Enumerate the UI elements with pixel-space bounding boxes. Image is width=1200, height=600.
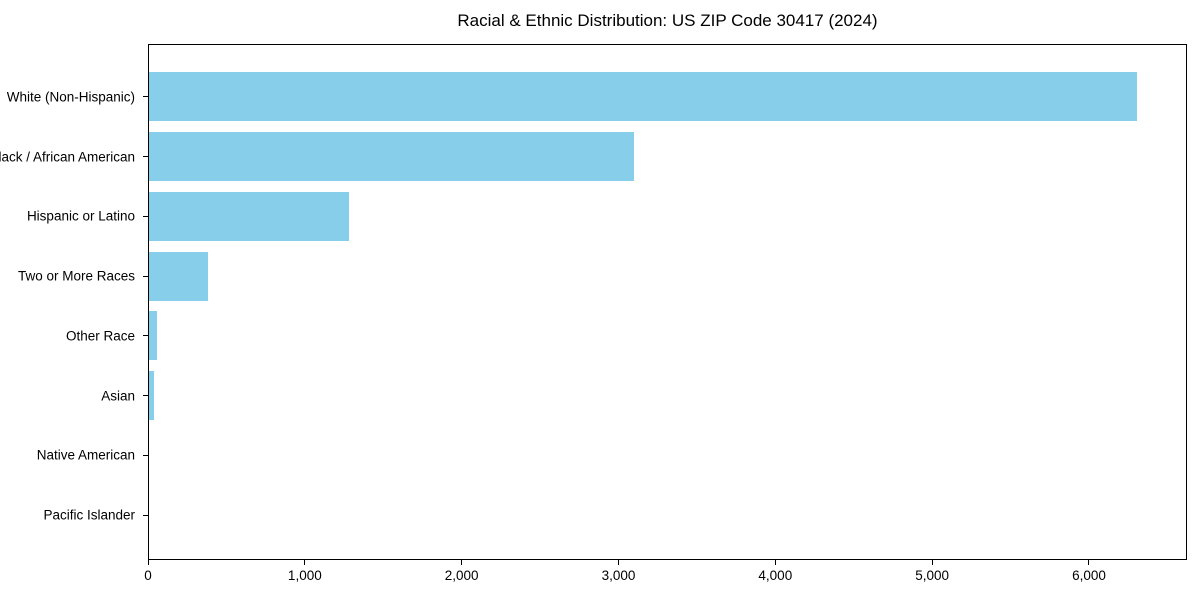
y-tick-label: Other Race xyxy=(65,328,135,344)
y-tick-label: Native American xyxy=(36,447,135,463)
plot-area xyxy=(148,44,1187,560)
y-tick-label: Hispanic or Latino xyxy=(26,208,135,224)
x-tick-mark xyxy=(617,560,619,565)
y-tick-mark xyxy=(143,96,148,98)
x-tick-mark xyxy=(147,560,149,565)
bar-rows xyxy=(149,45,1186,559)
y-tick-label: Pacific Islander xyxy=(43,507,135,523)
chart-title: Racial & Ethnic Distribution: US ZIP Cod… xyxy=(457,11,878,30)
x-tick-label: 4,000 xyxy=(758,568,793,583)
bar-row xyxy=(149,366,1186,426)
y-tick-mark xyxy=(143,215,148,217)
bar-row xyxy=(149,127,1186,187)
bar-row xyxy=(149,67,1186,127)
x-tick-label: 3,000 xyxy=(601,568,636,583)
x-tick-mark xyxy=(774,560,776,565)
y-tick-label: Two or More Races xyxy=(17,268,135,284)
x-tick-label: 1,000 xyxy=(287,568,322,583)
x-tick-mark xyxy=(304,560,306,565)
bar xyxy=(149,311,157,361)
x-tick-mark xyxy=(1088,560,1090,565)
y-axis: White (Non-Hispanic) Black / African Amer… xyxy=(0,44,148,560)
bar-row xyxy=(149,426,1186,486)
y-tick-label: White (Non-Hispanic) xyxy=(6,89,135,105)
y-tick-mark xyxy=(143,395,148,397)
bar xyxy=(149,72,1137,122)
y-tick-label: Asian xyxy=(101,388,135,404)
bar-row xyxy=(149,485,1186,545)
bar xyxy=(149,191,350,241)
bar-row xyxy=(149,246,1186,306)
x-tick-label: 5,000 xyxy=(915,568,950,583)
y-tick-mark xyxy=(143,514,148,516)
bar xyxy=(149,371,154,421)
bar-row xyxy=(149,187,1186,247)
y-tick-mark xyxy=(143,454,148,456)
x-tick-label: 6,000 xyxy=(1072,568,1106,583)
bar xyxy=(149,132,635,182)
x-tick-label: 2,000 xyxy=(444,568,479,583)
y-tick-mark xyxy=(143,275,148,277)
bar-row xyxy=(149,306,1186,366)
x-axis: 0 1,000 2,000 3,000 4,000 5,000 6,000 xyxy=(144,560,1187,600)
x-tick-mark xyxy=(461,560,463,565)
y-tick-mark xyxy=(143,335,148,337)
x-tick-mark xyxy=(931,560,933,565)
y-tick-mark xyxy=(143,156,148,158)
y-tick-label: Black / African American xyxy=(0,149,135,165)
x-tick-label: 0 xyxy=(144,568,152,583)
bar xyxy=(149,251,209,301)
